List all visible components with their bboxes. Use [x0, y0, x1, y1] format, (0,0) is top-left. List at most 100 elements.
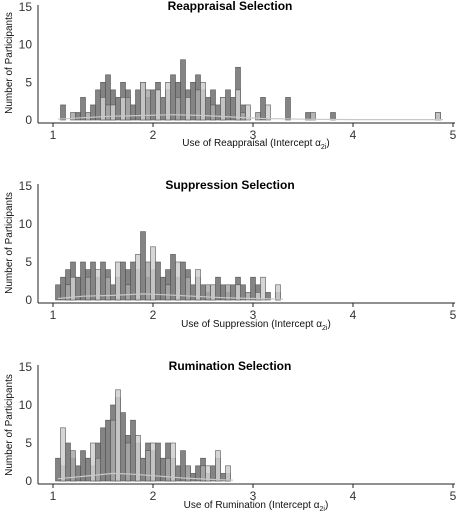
histogram-bar — [205, 284, 211, 301]
histogram-bar — [60, 104, 66, 121]
histogram-bar — [165, 284, 171, 301]
histogram-bar — [175, 261, 181, 301]
y-ticks: 0 5 10 15 — [19, 360, 33, 488]
histogram-bar — [260, 276, 266, 301]
x-axis-label: Use of Rumination (Intercept α2i) — [184, 500, 329, 513]
histogram-bar — [235, 89, 241, 121]
histogram-bar — [220, 97, 226, 121]
histogram-bar — [70, 450, 76, 482]
histogram-bar — [145, 261, 151, 301]
histogram-bar — [310, 112, 316, 121]
bars — [55, 389, 231, 482]
histogram-bar — [175, 465, 181, 482]
histogram-bar — [260, 97, 266, 121]
histogram-bar — [170, 74, 176, 121]
histogram-bar — [145, 450, 151, 482]
histogram-bar — [55, 457, 61, 482]
y-ticks: 0 5 10 15 — [19, 179, 33, 307]
histogram-bar — [140, 457, 146, 482]
histogram-bar — [185, 276, 191, 301]
x-axis-label: Use of Reappraisal (Intercept α2i) — [182, 138, 329, 151]
y-tick-label: 5 — [25, 75, 32, 89]
histogram-bar — [140, 231, 146, 301]
x-ticks: 1 2 3 4 5 — [50, 484, 457, 503]
bars — [60, 59, 441, 121]
histogram-bar — [185, 465, 191, 482]
histogram-bar — [160, 97, 166, 121]
histogram-bar — [125, 284, 131, 301]
histogram-bar — [180, 59, 186, 121]
histogram-bar — [110, 419, 116, 482]
y-axis-label: Number of Participants — [4, 192, 15, 294]
y-axis-label: Number of Participants — [4, 12, 15, 114]
density-line — [57, 472, 234, 481]
histogram-bar — [180, 450, 186, 482]
y-tick-label: 10 — [19, 38, 33, 52]
x-axis-label: Use of Suppression (Intercept α2i) — [181, 319, 331, 332]
x-tick-label: 1 — [50, 128, 57, 142]
histogram-bar — [225, 465, 231, 482]
histogram-bar — [225, 284, 231, 301]
x-ticks: 1 2 3 4 5 — [50, 303, 457, 322]
histogram-bar — [250, 276, 256, 301]
histogram-bar — [130, 419, 136, 482]
histogram-bar — [210, 104, 216, 121]
histogram-bar — [265, 104, 271, 121]
y-tick-label: 10 — [19, 398, 33, 412]
histogram-bar — [110, 284, 116, 301]
histogram-bar — [210, 465, 216, 482]
density-line — [57, 293, 284, 300]
y-tick-label: 15 — [19, 179, 33, 193]
chart-title: Reappraisal Selection — [168, 0, 293, 13]
y-tick-label: 0 — [25, 113, 32, 127]
histogram-bar — [95, 457, 101, 482]
x-tick-label: 5 — [450, 489, 457, 503]
x-tick-label: 5 — [450, 128, 457, 142]
histogram-bar — [170, 254, 176, 301]
histogram-bar — [215, 450, 221, 482]
histogram-bar — [160, 276, 166, 301]
histogram-bar — [95, 89, 101, 121]
histogram-bar — [200, 284, 206, 301]
histogram-bar — [285, 97, 291, 121]
histogram-bar — [140, 82, 146, 121]
histogram-bar — [125, 442, 131, 482]
x-tick-label: 4 — [350, 489, 357, 503]
histogram-bar — [85, 112, 91, 121]
histogram-bar — [120, 412, 126, 482]
x-tick-label: 1 — [50, 308, 57, 322]
histogram-bar — [165, 82, 171, 121]
histogram-bar — [185, 97, 191, 121]
bars — [55, 231, 281, 301]
histogram-bar — [115, 389, 121, 482]
panel-rumination: Rumination Selection Number of Participa… — [4, 359, 457, 513]
histogram-bar — [245, 292, 251, 301]
histogram-bar — [190, 473, 196, 482]
x-ticks: 1 2 3 4 5 — [50, 123, 457, 142]
histogram-bar — [65, 284, 71, 301]
histogram-bar — [160, 457, 166, 482]
histogram-bar — [170, 442, 176, 482]
y-tick-label: 15 — [19, 0, 33, 14]
panel-suppression: Suppression Selection Number of Particip… — [4, 178, 457, 332]
histogram-bar — [190, 82, 196, 121]
histogram-bar — [195, 89, 201, 121]
histogram-bar — [80, 261, 86, 301]
density-line — [57, 114, 443, 121]
y-tick-label: 5 — [25, 255, 32, 269]
histogram-bar — [275, 284, 281, 301]
histogram-bar — [205, 97, 211, 121]
histogram-bar — [95, 269, 101, 301]
panel-reappraisal: Reappraisal Selection Number of Particip… — [4, 0, 457, 151]
chart-title: Rumination Selection — [169, 359, 292, 373]
histogram-bar — [85, 276, 91, 301]
histogram-bar — [435, 112, 441, 121]
chart-title: Suppression Selection — [165, 178, 294, 192]
histogram-bar — [75, 465, 81, 482]
histogram-bar — [200, 82, 206, 121]
histogram-bar — [80, 97, 86, 121]
x-tick-label: 3 — [250, 308, 257, 322]
histogram-bar — [65, 442, 71, 482]
histogram-bar — [125, 97, 131, 121]
